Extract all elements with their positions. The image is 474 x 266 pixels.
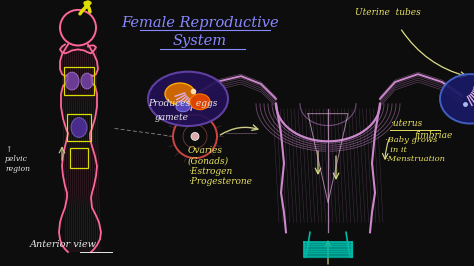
Text: gamete: gamete <box>155 113 189 122</box>
Text: Produces  eggs: Produces eggs <box>148 99 218 108</box>
Text: ↑
pelvic
region: ↑ pelvic region <box>5 146 30 173</box>
Ellipse shape <box>190 94 210 110</box>
Circle shape <box>191 132 199 140</box>
Ellipse shape <box>148 72 228 126</box>
Text: Anterior view: Anterior view <box>30 240 97 249</box>
Text: System: System <box>173 34 227 48</box>
Ellipse shape <box>71 118 87 138</box>
Ellipse shape <box>65 72 79 90</box>
Text: ·uterus: ·uterus <box>390 119 422 128</box>
Bar <box>70 148 88 168</box>
Text: Female Reproductive: Female Reproductive <box>121 16 279 30</box>
Text: ·Baby grows
  in it
·Menstruation: ·Baby grows in it ·Menstruation <box>385 136 445 163</box>
Ellipse shape <box>176 102 190 112</box>
Ellipse shape <box>165 83 195 105</box>
Text: Ovaries
(Gonads)
·Estrogen
·Progesterone: Ovaries (Gonads) ·Estrogen ·Progesterone <box>188 146 252 186</box>
Text: Uterine  tubes: Uterine tubes <box>355 8 421 17</box>
Bar <box>64 67 94 95</box>
Bar <box>67 114 91 141</box>
Text: fimbriae: fimbriae <box>415 131 453 140</box>
Ellipse shape <box>440 74 474 123</box>
Ellipse shape <box>81 73 93 89</box>
